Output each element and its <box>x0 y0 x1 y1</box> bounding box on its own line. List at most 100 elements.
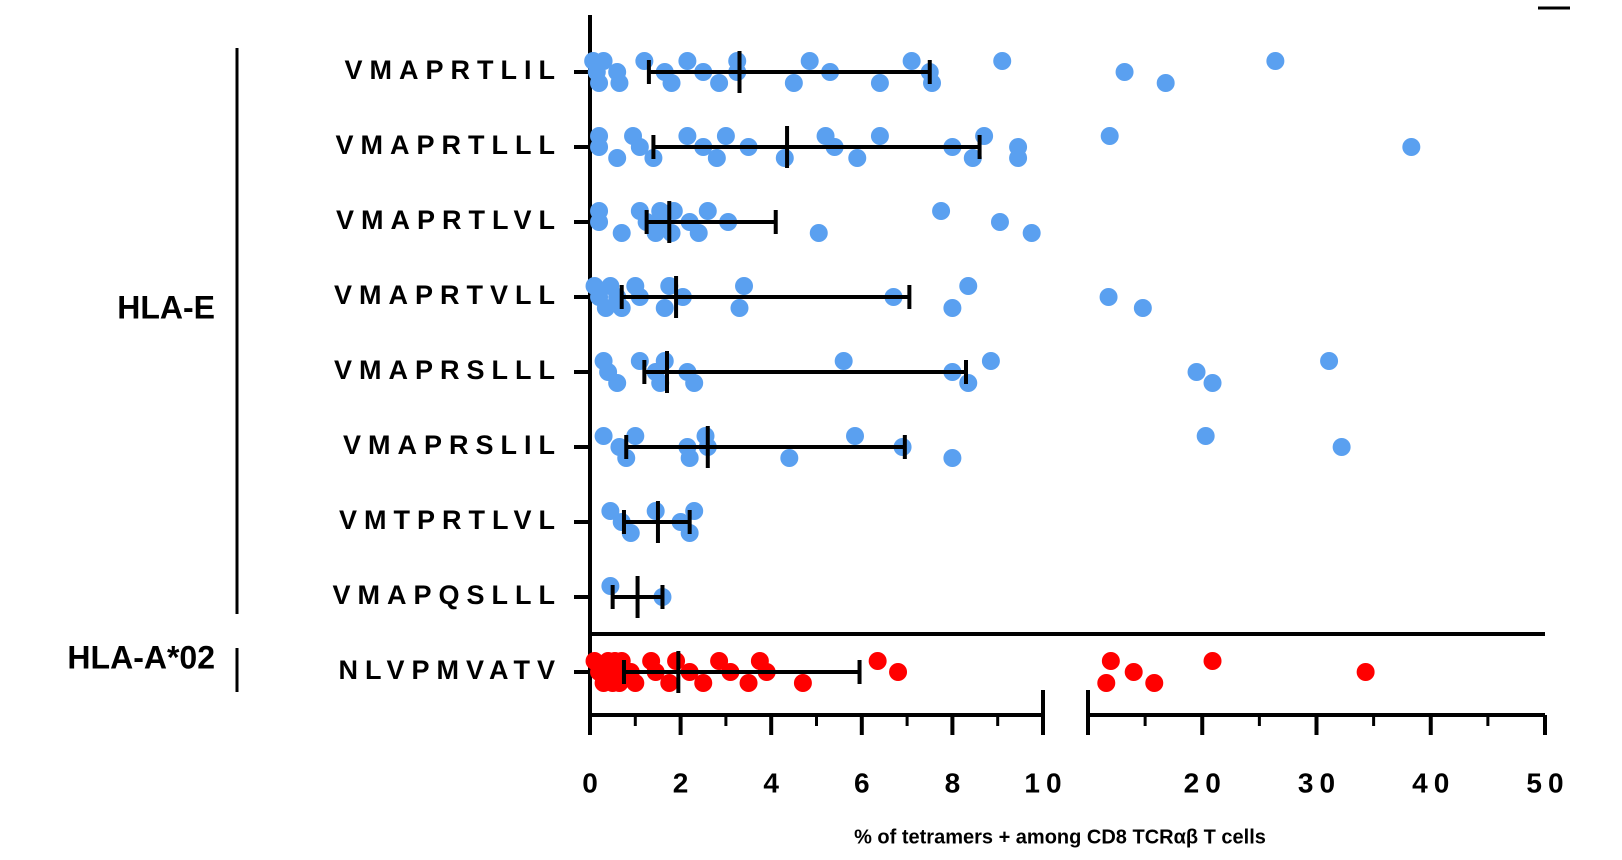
dot <box>932 202 951 220</box>
dot <box>784 74 803 92</box>
dot <box>716 127 735 145</box>
dot <box>608 149 627 167</box>
y-tick-label: NLVPMVATV <box>339 655 563 685</box>
y-tick-label: VMTPRTLVL <box>339 505 562 535</box>
dot <box>590 74 609 92</box>
dot <box>667 652 686 670</box>
dot <box>1009 149 1028 167</box>
x-tick-label: 20 <box>1184 767 1227 798</box>
dot <box>662 224 681 242</box>
dot <box>678 52 697 70</box>
x-axis-label: % of tetramers + among CD8 TCRαβ T cells <box>854 826 1266 848</box>
dot <box>590 213 609 231</box>
dot <box>594 427 613 445</box>
dot <box>678 127 697 145</box>
x-tick-label: 8 <box>945 767 967 798</box>
dot <box>594 52 613 70</box>
x-tick-label: 0 <box>582 767 604 798</box>
dot <box>698 202 717 220</box>
dot <box>1402 138 1421 156</box>
dot <box>710 652 729 670</box>
y-tick-label: VMAPRSLIL <box>343 430 562 460</box>
dot <box>775 149 794 167</box>
dot <box>1022 224 1041 242</box>
dot <box>590 138 609 156</box>
dot <box>660 674 679 692</box>
dot <box>601 502 620 520</box>
dot <box>739 674 758 692</box>
dot <box>1203 374 1222 392</box>
dot <box>680 449 699 467</box>
dot <box>1320 352 1339 370</box>
dot <box>981 352 1000 370</box>
y-tick-label: VMAPRTLVL <box>336 205 562 235</box>
dot <box>1332 438 1351 456</box>
dot <box>626 674 645 692</box>
x-tick-label: 4 <box>763 767 785 798</box>
dot <box>694 674 713 692</box>
dot <box>780 449 799 467</box>
dot <box>685 374 704 392</box>
dot <box>1115 63 1134 81</box>
dot <box>889 663 908 681</box>
dot <box>730 299 749 317</box>
dot <box>630 138 649 156</box>
x-tick-label: 10 <box>1024 767 1067 798</box>
dot <box>689 224 708 242</box>
dot <box>735 277 754 295</box>
dot <box>1196 427 1215 445</box>
dot <box>943 449 962 467</box>
dot <box>902 52 921 70</box>
dot <box>993 52 1012 70</box>
x-tick-label: 40 <box>1412 767 1455 798</box>
dot <box>1124 663 1143 681</box>
dot <box>1101 652 1120 670</box>
dot <box>610 74 629 92</box>
dot <box>943 299 962 317</box>
dot <box>655 299 674 317</box>
group-label: HLA-E <box>117 289 215 325</box>
dot <box>707 149 726 167</box>
dot <box>809 224 828 242</box>
dot <box>1100 127 1119 145</box>
dot <box>959 277 978 295</box>
y-tick-label: VMAPRTLIL <box>345 55 563 85</box>
dot <box>990 213 1009 231</box>
y-tick-label: VMAPRTVLL <box>334 280 562 310</box>
dot <box>596 299 615 317</box>
x-tick-label: 6 <box>854 767 876 798</box>
dot <box>621 524 640 542</box>
dot <box>612 224 631 242</box>
dot <box>651 374 670 392</box>
x-tick-label: 50 <box>1526 767 1569 798</box>
dot <box>923 74 942 92</box>
dot <box>710 74 729 92</box>
dot <box>834 352 853 370</box>
y-tick-label: VMAPRSLLL <box>334 355 562 385</box>
dot <box>662 74 681 92</box>
dot <box>1133 299 1152 317</box>
dot <box>1356 663 1375 681</box>
dot <box>793 674 812 692</box>
dot <box>626 427 645 445</box>
dot <box>1145 674 1164 692</box>
dot <box>1097 674 1116 692</box>
dot <box>1266 52 1285 70</box>
dot <box>646 502 665 520</box>
dot <box>800 52 819 70</box>
dot <box>601 577 620 595</box>
dot <box>608 374 627 392</box>
dot <box>1203 652 1222 670</box>
x-tick-label: 30 <box>1298 767 1341 798</box>
dot <box>848 149 867 167</box>
dot <box>1099 288 1118 306</box>
x-tick-label: 2 <box>673 767 695 798</box>
dot <box>655 352 674 370</box>
y-tick-label: VMAPQSLLL <box>333 580 563 610</box>
y-tick-label: VMAPRTLLL <box>336 130 562 160</box>
dot <box>1187 363 1206 381</box>
dot <box>870 127 889 145</box>
dot <box>846 427 865 445</box>
dot <box>963 149 982 167</box>
